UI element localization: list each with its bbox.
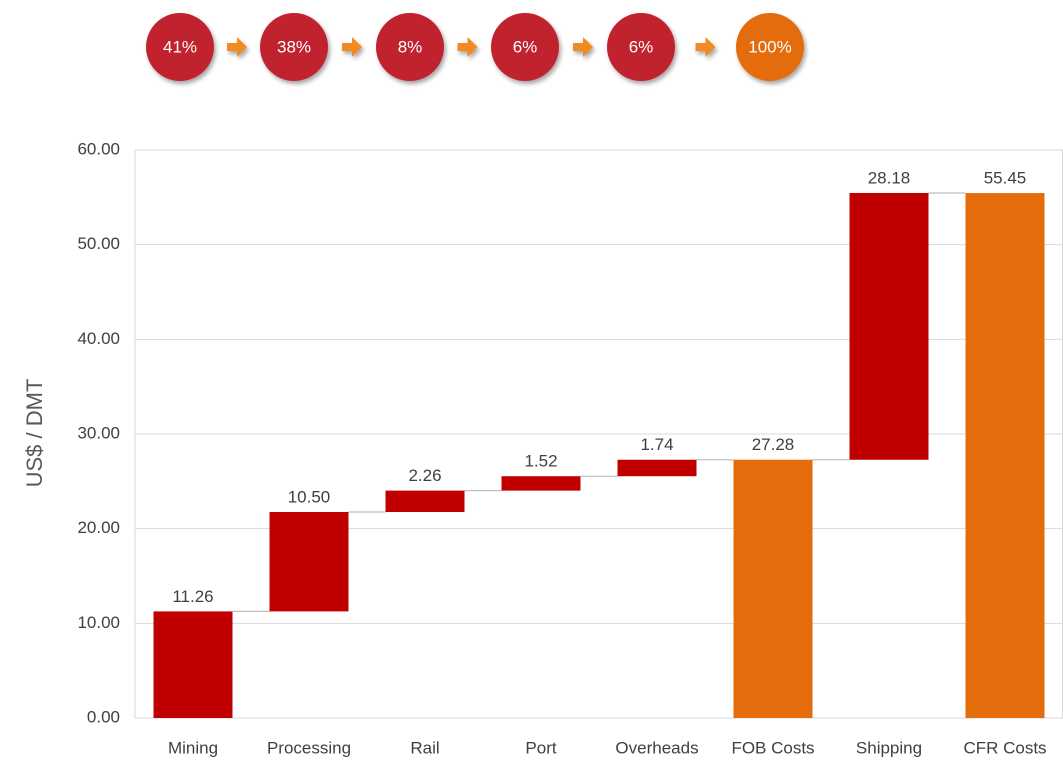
- share-label: 6%: [513, 37, 538, 56]
- data-label: 10.50: [288, 487, 331, 506]
- x-tick-label: Rail: [410, 738, 439, 757]
- x-tick-label: FOB Costs: [731, 738, 814, 757]
- data-label: 1.74: [640, 435, 673, 454]
- data-label: 27.28: [752, 435, 795, 454]
- bar: [849, 192, 929, 460]
- x-tick-label: Mining: [168, 738, 218, 757]
- x-tick-label: Overheads: [615, 738, 698, 757]
- data-label: 28.18: [868, 168, 911, 187]
- y-axis-label: US$ / DMT: [22, 379, 47, 488]
- bar: [269, 512, 349, 612]
- bar: [733, 459, 813, 718]
- data-label: 2.26: [408, 466, 441, 485]
- flow-arrow: [457, 37, 478, 57]
- flow-arrow: [227, 37, 247, 57]
- y-tick-label: 0.00: [87, 707, 120, 726]
- share-label: 6%: [629, 37, 654, 56]
- bar: [965, 193, 1045, 718]
- flow-arrow: [342, 37, 362, 57]
- x-tick-label: CFR Costs: [963, 738, 1046, 757]
- share-label: 100%: [748, 37, 791, 56]
- share-label: 8%: [398, 37, 423, 56]
- data-label: 11.26: [172, 587, 213, 606]
- share-label: 41%: [163, 37, 197, 56]
- share-bubble: [736, 13, 804, 81]
- share-bubble: [376, 13, 444, 81]
- y-tick-label: 30.00: [77, 423, 120, 442]
- bar: [153, 611, 233, 718]
- share-label: 38%: [277, 37, 311, 56]
- x-tick-label: Processing: [267, 738, 351, 757]
- flow-arrow: [573, 37, 593, 57]
- x-tick-label: Port: [525, 738, 556, 757]
- y-tick-label: 50.00: [77, 234, 120, 253]
- bar: [501, 476, 581, 491]
- bar: [385, 490, 465, 513]
- share-bubble: [491, 13, 559, 81]
- y-tick-label: 40.00: [77, 329, 120, 348]
- data-label: 55.45: [984, 169, 1027, 188]
- x-tick-label: Shipping: [856, 738, 922, 757]
- y-tick-label: 10.00: [77, 613, 120, 632]
- data-label: 1.52: [524, 452, 557, 471]
- share-bubble: [260, 13, 328, 81]
- y-tick-label: 60.00: [77, 139, 120, 158]
- y-tick-label: 20.00: [77, 518, 120, 537]
- flow-arrow: [695, 37, 716, 57]
- share-bubble: [146, 13, 214, 81]
- bar: [617, 459, 697, 477]
- share-bubble: [607, 13, 675, 81]
